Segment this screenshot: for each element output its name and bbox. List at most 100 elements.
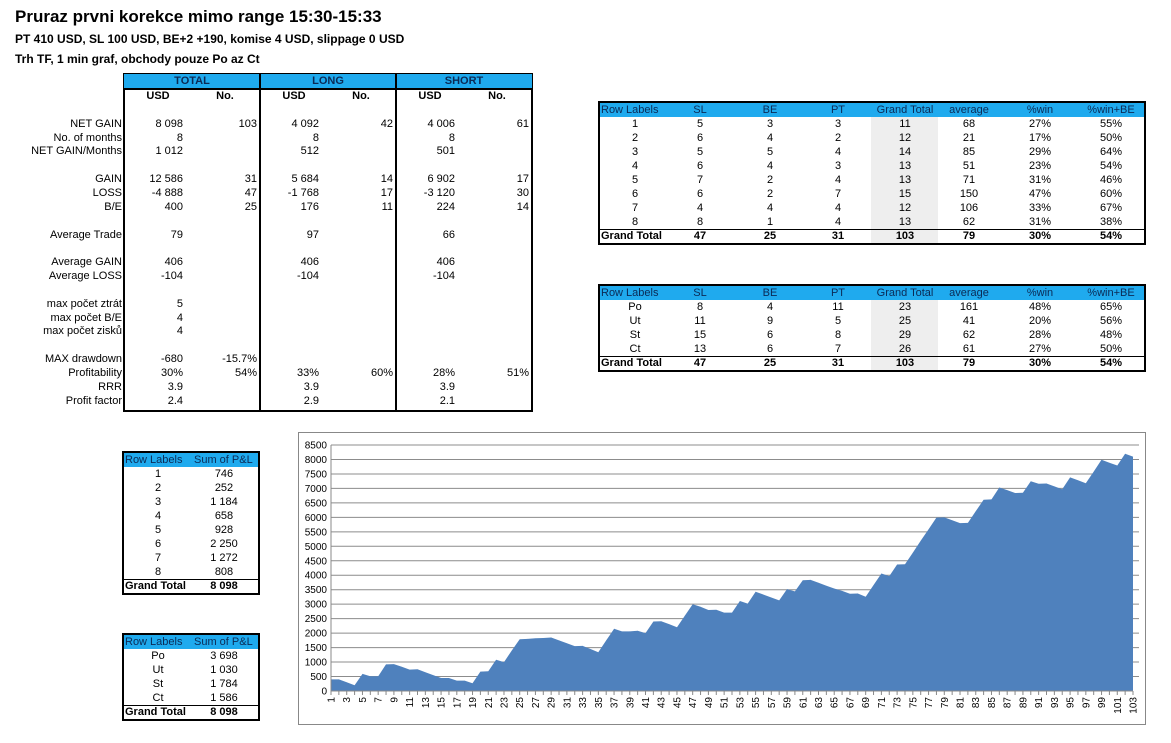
grand-total-cell: 103: [895, 357, 915, 369]
column-header: average: [949, 287, 989, 299]
pnl-value: 1 586: [210, 692, 238, 704]
pivot-cell: 5: [696, 146, 704, 158]
stats-usd-value: -4 888: [151, 186, 183, 199]
pivot-cell: 3: [834, 118, 842, 130]
x-tick-label: 89: [1018, 697, 1029, 709]
pivot-cell: 8: [696, 216, 704, 228]
pivot-header-bar: [124, 453, 258, 467]
grand-total-cell: 31: [831, 230, 845, 242]
column-header: Row Labels: [125, 636, 183, 648]
pivot-cell: 27%: [1028, 343, 1052, 355]
count-header: No.: [488, 90, 506, 102]
column-header: Sum of P&L: [194, 454, 253, 466]
grand-total-cell: 47: [693, 357, 707, 369]
stats-usd-value: 30%: [160, 367, 183, 379]
pivot-cell: 51: [962, 160, 976, 172]
pivot-cell: 20%: [1028, 315, 1052, 327]
pivot_day-border: [598, 284, 1146, 372]
x-tick-label: 49: [704, 697, 715, 709]
stats-count-value: 25: [244, 200, 257, 213]
equity-chart[interactable]: 0 500 1000 1500 2000 2500 3000 3500 4000 4500 5000…: [298, 432, 1146, 725]
x-tick-label: 17: [452, 697, 463, 709]
y-tick-label: 7500: [305, 469, 328, 480]
market-description: Trh TF, 1 min graf, obchody pouze Po az …: [15, 52, 260, 66]
pivot-cell: 62: [962, 216, 976, 228]
y-tick-label: 1000: [305, 658, 328, 669]
pivot-cell: 46%: [1099, 174, 1123, 186]
stats-row-label: GAIN: [95, 173, 122, 186]
x-tick-label: 39: [625, 697, 636, 709]
y-tick-label: 8500: [305, 441, 328, 452]
pivot-cell: 11: [694, 315, 706, 327]
column-header: Row Labels: [601, 287, 659, 299]
stats-usd-value: -3 120: [423, 186, 455, 199]
pivot-cell: 14: [898, 146, 912, 158]
stats-usd-value: 5: [176, 297, 183, 310]
group-header-total: TOTAL: [124, 74, 260, 88]
x-tick-label: 103: [1129, 697, 1140, 714]
row-label: 8: [631, 216, 639, 228]
x-tick-label: 31: [562, 697, 573, 709]
group-header-long: LONG: [260, 74, 396, 88]
pnl-value: 1 184: [210, 496, 238, 508]
stats-row-label: No. of months: [53, 131, 122, 144]
x-tick-label: 11: [405, 697, 416, 708]
row-label: 3: [631, 146, 639, 158]
grand-total-cell: 103: [895, 230, 915, 242]
stats-usd-value: 406: [164, 256, 183, 269]
stats-count-value: 17: [380, 186, 393, 199]
row-label: Ut: [629, 315, 641, 327]
pivot-cell: 3: [834, 160, 842, 172]
strategy-parameters: PT 410 USD, SL 100 USD, BE+2 +190, komis…: [15, 32, 405, 46]
row-label: Ut: [152, 664, 164, 676]
stats-usd-value: 4 006: [427, 117, 455, 130]
pivot-cell: 2: [766, 174, 774, 186]
stats-usd-value: 8: [312, 131, 319, 144]
stats-usd-value: 33%: [296, 367, 319, 379]
pivot-cell: 56%: [1099, 315, 1123, 327]
grand-total-cell: 54%: [1099, 357, 1123, 369]
stats-usd-value: 512: [300, 145, 319, 158]
stats-usd-value: 2.9: [303, 394, 319, 407]
x-tick-label: 51: [720, 697, 731, 709]
x-tick-label: 87: [1003, 697, 1014, 709]
column-header: %win+BE: [1087, 287, 1135, 299]
group-divider: [259, 73, 261, 412]
x-tick-label: 93: [1050, 697, 1061, 709]
pivot-cell: 85: [962, 146, 976, 158]
y-tick-label: 2500: [305, 614, 328, 625]
stats-usd-value: 12 586: [149, 173, 183, 186]
stats-row-label: NET GAIN/Months: [31, 145, 122, 158]
pivot-cell: 4: [834, 174, 842, 186]
grand-total-label: Grand Total: [601, 230, 662, 242]
stats-usd-value: -104: [432, 270, 455, 283]
y-tick-label: 4000: [305, 571, 328, 582]
row-label: Po: [628, 301, 642, 313]
x-tick-label: 35: [594, 697, 605, 709]
row-label: 8: [154, 566, 162, 578]
pivot-cell: 61: [962, 343, 976, 355]
pivot-cell: 6: [696, 160, 704, 172]
stats-usd-value: 4 092: [291, 117, 319, 130]
pivot-cell: 11: [899, 118, 911, 130]
total-divider: [598, 229, 1146, 230]
stats-usd-value: 224: [436, 200, 455, 213]
pivot-cell: 2: [834, 132, 842, 144]
x-tick-label: 19: [468, 697, 479, 709]
pivot-cell: 5: [834, 315, 842, 327]
x-tick-label: 27: [531, 697, 542, 709]
row-label: Po: [151, 650, 165, 662]
stats-usd-value: -680: [160, 353, 183, 366]
stats-row-label: Average Trade: [50, 228, 122, 241]
x-tick-label: 59: [783, 697, 794, 709]
x-tick-label: 37: [610, 697, 621, 709]
pivot-cell: 4: [766, 160, 774, 172]
column-header: BE: [762, 104, 778, 116]
page-title: Pruraz prvni korekce mimo range 15:30-15…: [15, 7, 382, 26]
x-tick-label: 69: [861, 697, 872, 709]
pivot-cell: 161: [959, 301, 979, 313]
column-header: %win+BE: [1087, 104, 1135, 116]
pnl-value: 1 272: [210, 552, 238, 564]
pivot-cell: 4: [766, 301, 774, 313]
count-header: No.: [352, 90, 370, 102]
